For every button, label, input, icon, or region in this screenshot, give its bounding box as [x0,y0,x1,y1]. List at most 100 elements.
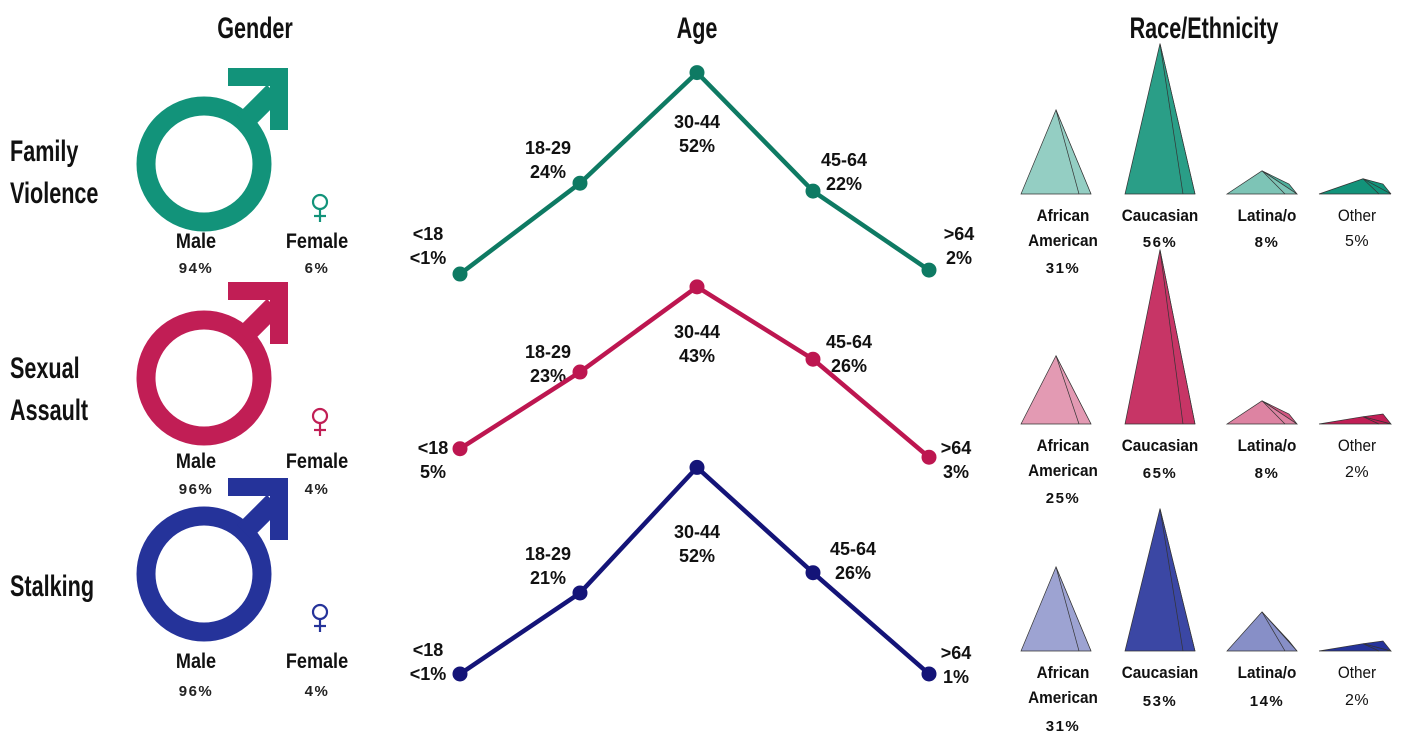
race-percent: 2% [1344,464,1370,481]
race-percent: 65% [1142,465,1178,482]
race-pyramid-edge [1159,43,1184,195]
race-pyramid [1124,249,1196,425]
age-point [921,666,937,682]
age-label: 45-64 22% [820,150,868,194]
race-label: Other [1337,206,1377,225]
age-point [805,565,821,581]
female-label: Female [285,650,349,673]
age-label: >64 1% [940,643,972,687]
row-label-family-violence: Family Violence [10,135,99,210]
male-symbol-arrow-shaft [236,84,282,130]
age-label: 30-44 52% [673,112,721,156]
race-label: African American [1028,206,1098,250]
race-label: Other [1337,663,1377,682]
age-series-line [458,284,931,459]
age-label: 18-29 23% [524,342,572,386]
male-symbol-arrow-shaft [236,494,282,540]
race-percent: 2% [1344,692,1370,709]
age-point [572,175,588,191]
age-label: <18 <1% [409,640,447,684]
race-pyramid-edge [1159,508,1184,652]
age-label: 18-29 24% [524,138,572,182]
race-pyramid [1226,611,1298,652]
age-label: 30-44 52% [673,522,721,566]
race-pyramid [1020,354,1092,425]
race-label: Other [1337,436,1377,455]
race-label: Latina/o [1237,663,1297,682]
age-point [805,183,821,199]
male-label: Male [175,650,217,673]
male-percent: 94% [178,260,214,277]
age-point [689,459,705,475]
male-percent: 96% [178,481,214,498]
female-percent: 4% [304,683,330,700]
race-header: Race/Ethnicity [1129,12,1279,45]
race-pyramid [1124,508,1196,652]
race-pyramid [1318,643,1392,652]
race-pyramid-edge [1261,170,1286,195]
male-symbol-arrow-shaft [236,298,282,344]
race-percent: 5% [1344,233,1370,250]
race-pyramid [1124,43,1196,195]
race-pyramid [1020,565,1092,652]
age-point [572,364,588,380]
race-pyramid-edge [1261,611,1286,652]
race-pyramid [1318,178,1392,195]
race-pyramid-edge [1055,355,1080,425]
race-percent: 31% [1045,260,1081,277]
female-percent: 4% [304,481,330,498]
race-pyramid [1020,108,1092,195]
race-label: Latina/o [1237,436,1297,455]
race-pyramid-edge [1159,249,1184,425]
age-point [921,262,937,278]
race-label: Caucasian [1121,206,1199,225]
female-label: Female [285,230,349,253]
race-percent: 25% [1045,490,1081,507]
race-label: Caucasian [1121,436,1199,455]
age-label: <18 <1% [409,224,447,268]
male-symbol-icon [136,506,272,642]
male-symbol-arrowhead [228,68,288,130]
male-label: Male [175,450,217,473]
race-pyramid-edge [1261,400,1286,425]
age-point [689,279,705,295]
race-label: Latina/o [1237,206,1297,225]
age-point [452,666,468,682]
female-label: Female [285,450,349,473]
age-point [572,585,588,601]
age-label: >64 2% [943,224,975,268]
female-percent: 6% [304,260,330,277]
female-symbol-icon [311,603,329,621]
row-label-sexual-assault: Sexual Assault [10,352,89,427]
age-point [805,351,821,367]
age-point [921,449,937,465]
gender-header: Gender [217,12,293,45]
age-header: Age [676,12,718,45]
age-point [452,266,468,282]
race-percent: 8% [1254,465,1280,482]
race-pyramid-edge [1362,416,1380,425]
race-percent: 8% [1254,234,1280,251]
male-percent: 96% [178,683,214,700]
race-pyramid-edge [1055,566,1080,652]
age-series-line [458,465,931,676]
age-series-line [458,70,931,276]
age-label: 45-64 26% [825,332,873,376]
age-point [689,65,705,81]
male-symbol-arrowhead [228,282,288,344]
age-label: 45-64 26% [829,539,877,583]
age-label: >64 3% [940,438,972,482]
race-percent: 53% [1142,693,1178,710]
race-percent: 14% [1249,693,1285,710]
female-symbol-icon [311,193,329,211]
age-label: <18 5% [417,438,449,482]
age-point [452,441,468,457]
male-label: Male [175,230,217,253]
race-percent: 56% [1142,234,1178,251]
race-pyramid-edge [1362,178,1380,195]
male-symbol-icon [136,96,272,232]
row-label-stalking: Stalking [10,570,95,603]
female-symbol-icon [311,407,329,425]
race-label: Caucasian [1121,663,1199,682]
